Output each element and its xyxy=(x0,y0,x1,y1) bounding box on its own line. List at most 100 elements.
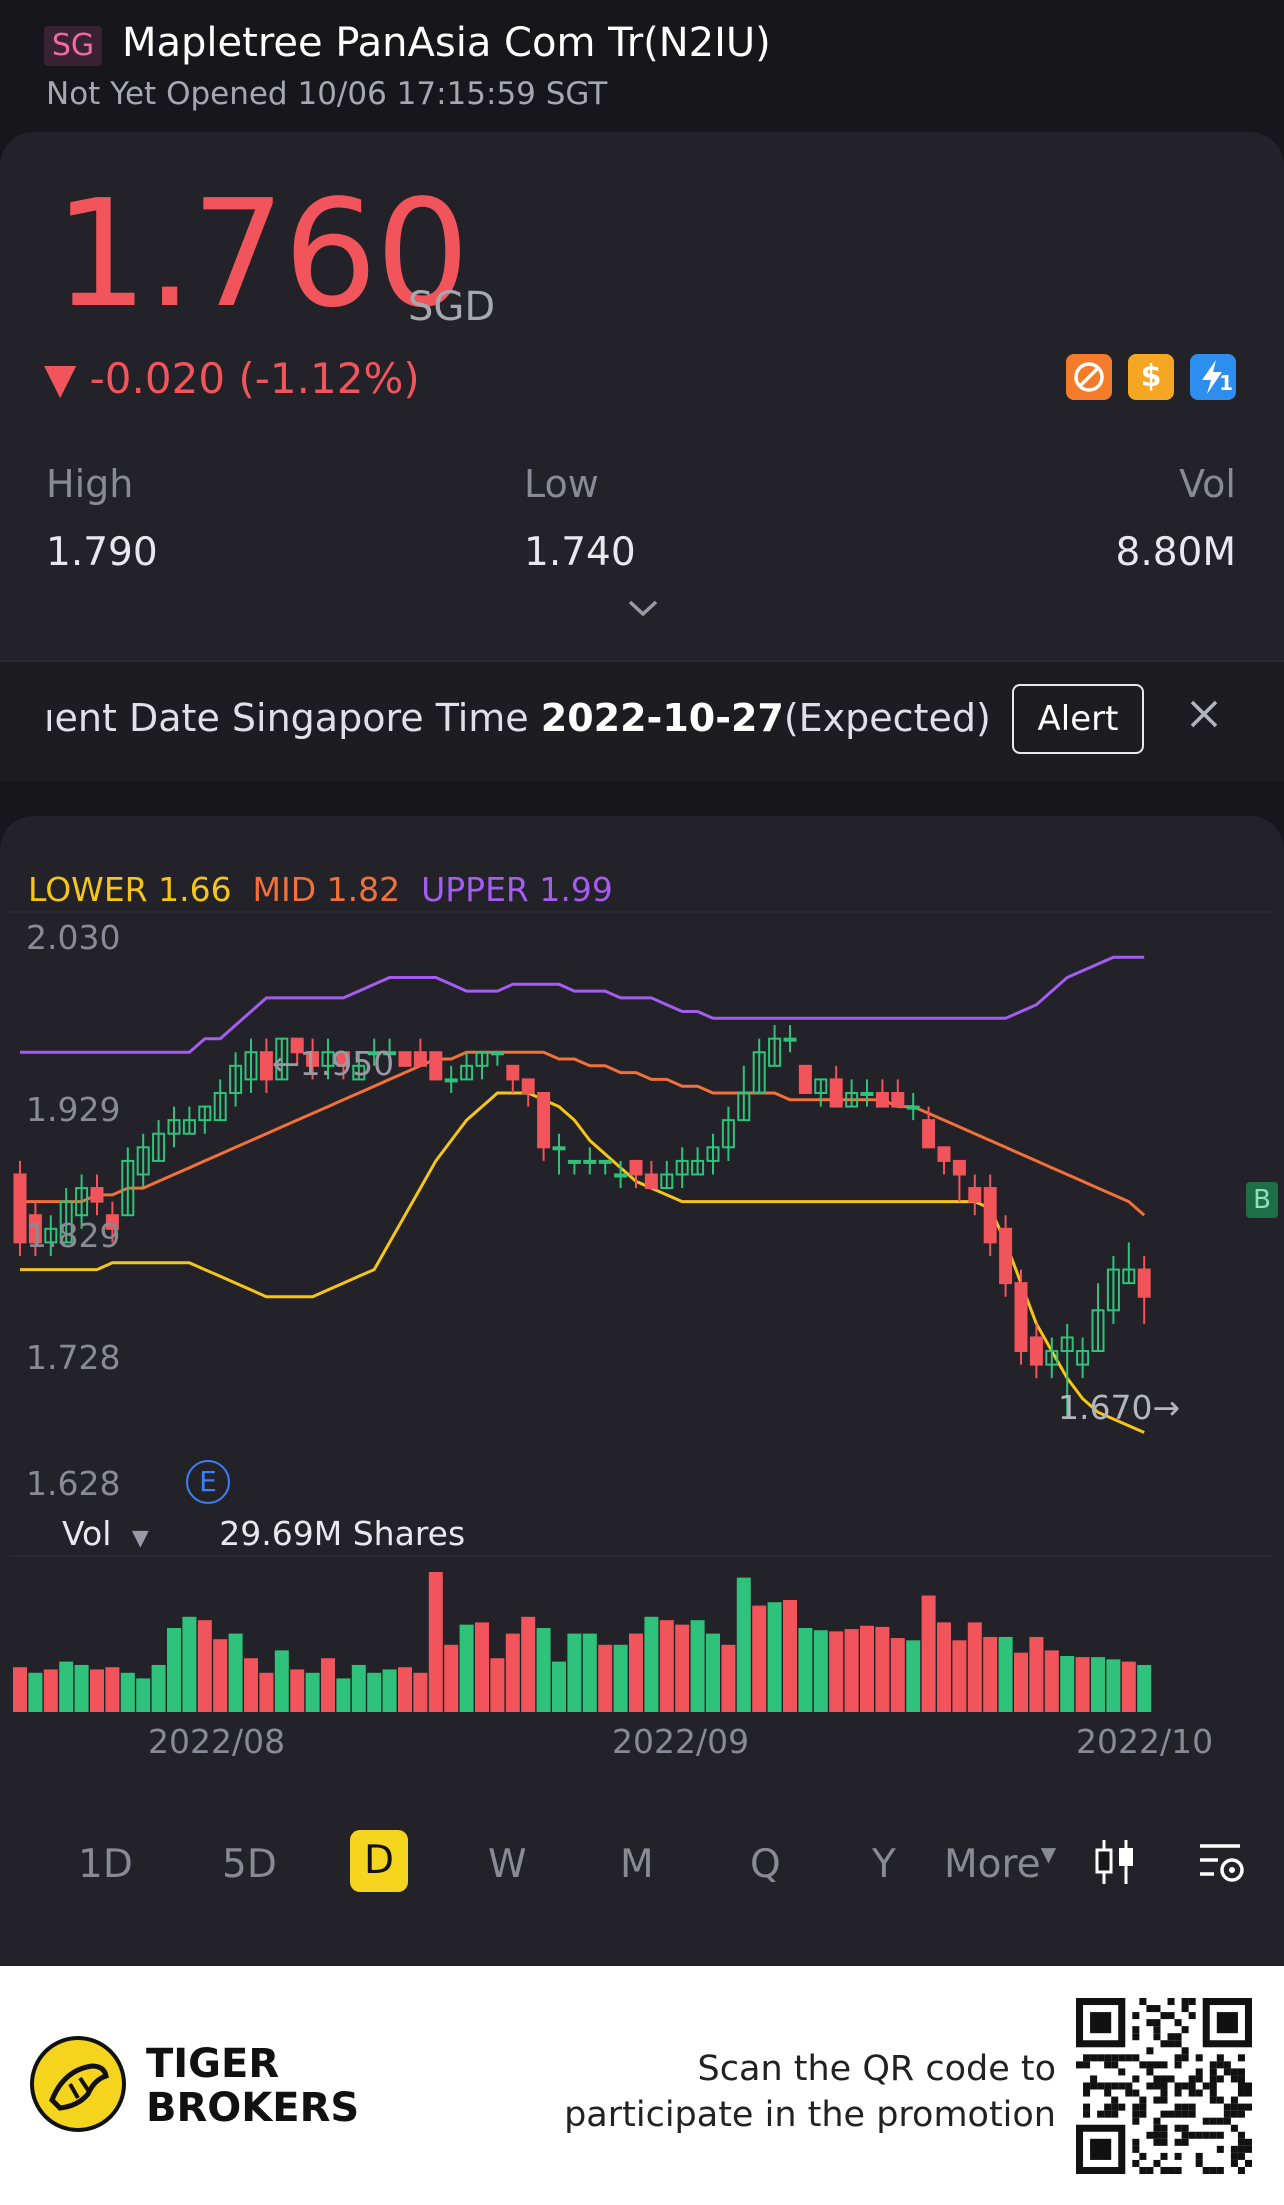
no-short-icon[interactable] xyxy=(1066,354,1112,400)
candle xyxy=(891,1079,905,1108)
candle xyxy=(198,1105,212,1134)
volume-bar xyxy=(136,1678,151,1712)
promo-text: Scan the QR code to participate in the p… xyxy=(564,2046,1056,2138)
period-y[interactable]: Y xyxy=(872,1842,896,1887)
volume-bar xyxy=(259,1672,274,1712)
volume-bar xyxy=(367,1672,382,1712)
candle xyxy=(999,1215,1013,1297)
period-w[interactable]: W xyxy=(488,1842,527,1887)
period-m[interactable]: M xyxy=(620,1842,654,1887)
candle xyxy=(1091,1283,1105,1353)
period-1d[interactable]: 1D xyxy=(78,1842,133,1887)
volume-header[interactable]: Vol ▼ 29.69M Shares xyxy=(62,1514,465,1553)
candle xyxy=(1122,1242,1136,1285)
candle xyxy=(752,1038,766,1094)
period-5d[interactable]: 5D xyxy=(222,1842,277,1887)
volume-bar xyxy=(382,1669,397,1712)
vol-value: 8.80M xyxy=(1115,530,1237,575)
boll-lower: LOWER 1.66 xyxy=(28,870,232,909)
volume-bar xyxy=(197,1620,212,1712)
volume-bar xyxy=(752,1605,767,1712)
low-marker-value: 1.670 xyxy=(1058,1388,1153,1427)
volume-bar xyxy=(1137,1664,1152,1712)
qr-code-icon[interactable] xyxy=(1076,1998,1252,2174)
close-icon[interactable] xyxy=(1186,696,1222,732)
volume-bar xyxy=(105,1667,120,1712)
volume-bar xyxy=(983,1636,998,1712)
candle xyxy=(675,1147,689,1189)
candle xyxy=(1060,1323,1074,1419)
candle xyxy=(1014,1269,1028,1365)
lightning-icon-sub: 1 xyxy=(1219,371,1233,395)
volume-bar xyxy=(228,1633,243,1712)
alert-button[interactable]: Alert xyxy=(1012,684,1144,754)
volume-bar xyxy=(74,1664,89,1712)
candle xyxy=(490,1051,504,1066)
volume-bar xyxy=(336,1678,351,1712)
candle xyxy=(644,1160,658,1190)
period-q[interactable]: Q xyxy=(750,1842,781,1887)
volume-bar xyxy=(829,1631,844,1712)
volume-bar xyxy=(613,1644,628,1712)
banner-date: 2022-10-27 xyxy=(540,696,784,740)
y-tick-4: 1.728 xyxy=(26,1338,121,1377)
low-value: 1.740 xyxy=(524,530,636,575)
candle xyxy=(136,1133,150,1189)
volume-bar xyxy=(1060,1656,1075,1712)
volume-bar xyxy=(536,1628,551,1712)
volume-bar xyxy=(721,1644,736,1712)
candle xyxy=(13,1160,27,1256)
lightning-icon[interactable]: 1 xyxy=(1190,354,1236,400)
candle xyxy=(860,1079,874,1107)
volume-bar xyxy=(521,1616,536,1712)
candle xyxy=(28,1201,42,1256)
volume-bar xyxy=(1106,1659,1121,1712)
volume-bar xyxy=(490,1658,505,1712)
candle xyxy=(1045,1337,1059,1379)
candle xyxy=(537,1091,551,1161)
volume-chart[interactable] xyxy=(0,1554,1284,1714)
candle xyxy=(460,1052,474,1081)
caret-down-icon: ▼ xyxy=(131,1526,149,1551)
dollar-icon[interactable]: $ xyxy=(1128,354,1174,400)
candle xyxy=(1106,1255,1120,1324)
y-tick-5: 1.628 xyxy=(26,1464,121,1503)
volume-bar xyxy=(13,1667,27,1712)
candle xyxy=(306,1038,320,1080)
period-d[interactable]: D xyxy=(350,1830,408,1892)
market-badge: SG xyxy=(44,26,102,66)
earnings-marker[interactable]: E xyxy=(186,1460,230,1504)
candle xyxy=(1076,1337,1090,1379)
x-tick-2: 2022/09 xyxy=(612,1722,750,1761)
candle xyxy=(829,1065,843,1108)
chevron-down-icon[interactable] xyxy=(626,596,660,620)
banner-text: ıent Date Singapore Time 2022-10-27(Expe… xyxy=(44,696,991,740)
low-label: Low xyxy=(524,462,599,506)
volume-bar xyxy=(906,1640,921,1712)
candle xyxy=(937,1146,951,1175)
volume-bar xyxy=(321,1658,335,1712)
announcement-banner xyxy=(0,660,1284,782)
more-dropdown[interactable]: More▼ xyxy=(944,1842,1056,1887)
volume-bar xyxy=(736,1577,751,1712)
candle-style-icon[interactable] xyxy=(1092,1836,1138,1888)
caret-down-icon: ▼ xyxy=(1040,1842,1057,1866)
volume-bar xyxy=(783,1600,797,1712)
volume-bar xyxy=(629,1633,643,1712)
candle xyxy=(44,1215,58,1256)
boll-upper: UPPER 1.99 xyxy=(421,870,613,909)
candlestick-chart[interactable] xyxy=(0,900,1284,1500)
boll-mid-line xyxy=(20,1050,1146,1217)
volume-bar xyxy=(813,1630,828,1712)
chart-settings-icon[interactable] xyxy=(1196,1838,1248,1888)
buy-marker[interactable]: B xyxy=(1246,1182,1278,1218)
candle xyxy=(367,1038,381,1066)
candle xyxy=(660,1160,674,1190)
volume-bar xyxy=(351,1664,366,1712)
volume-bar xyxy=(305,1672,320,1712)
volume-bar xyxy=(274,1650,289,1712)
volume-bar xyxy=(167,1628,181,1712)
candle xyxy=(383,1038,397,1066)
promo-line-2: participate in the promotion xyxy=(564,2095,1056,2135)
volume-bar xyxy=(182,1616,197,1712)
